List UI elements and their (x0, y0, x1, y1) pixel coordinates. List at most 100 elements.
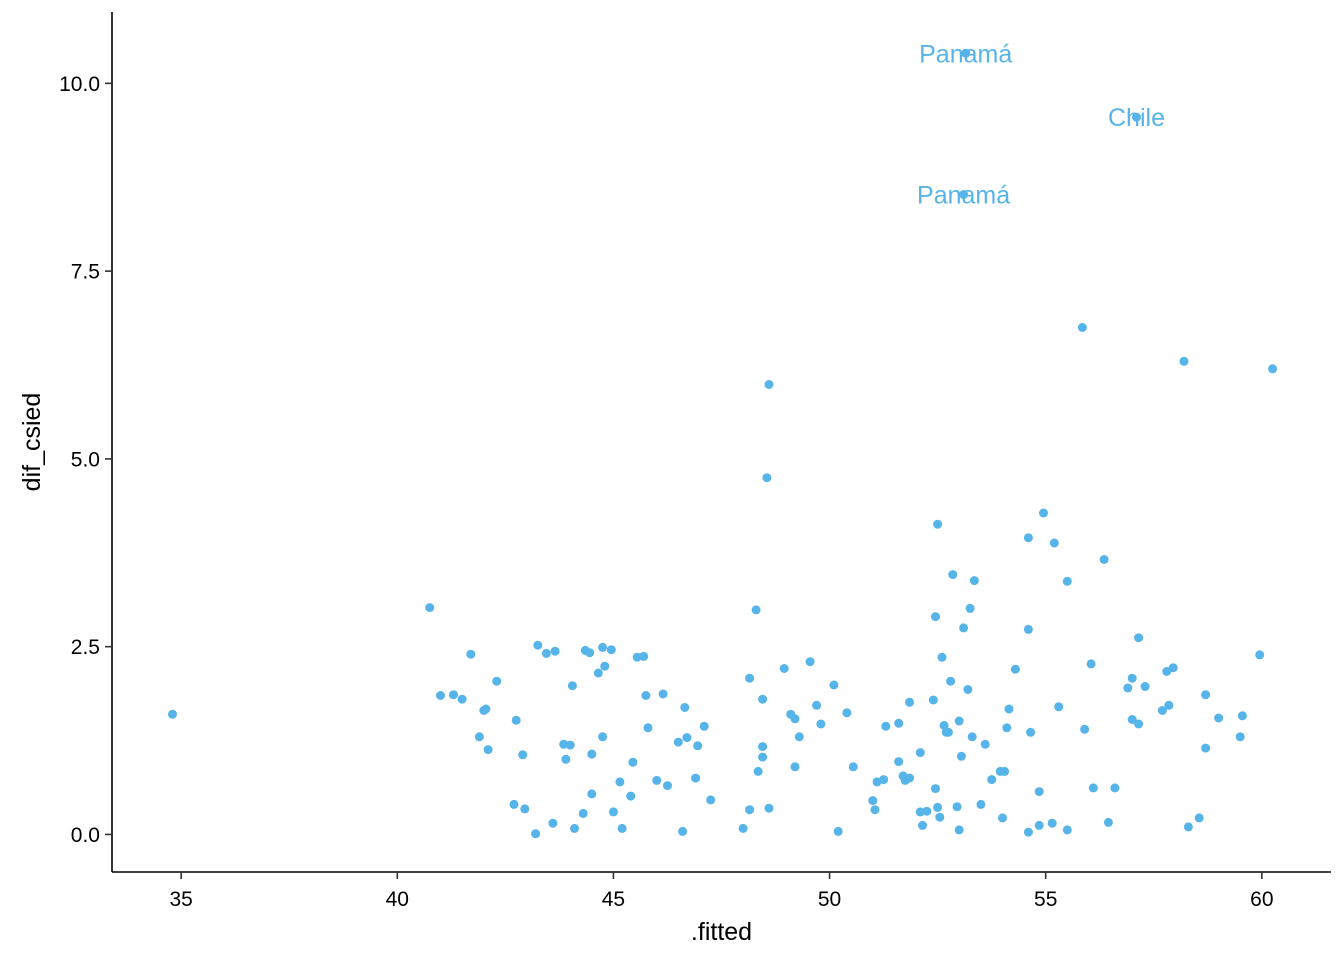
data-point (833, 826, 843, 836)
data-point (680, 703, 690, 712)
data-point (963, 685, 973, 694)
data-point (905, 773, 914, 783)
data-point (998, 813, 1007, 823)
data-point (481, 704, 491, 714)
data-point (1047, 818, 1057, 828)
x-tick-label: 60 (1250, 888, 1273, 911)
data-point (812, 700, 822, 710)
data-point (1127, 715, 1137, 724)
point-label: Chile (1108, 104, 1165, 132)
data-point (1132, 112, 1141, 122)
data-point (1062, 576, 1072, 586)
data-point (561, 754, 571, 764)
data-point (565, 740, 575, 750)
data-point (483, 745, 493, 755)
x-tick-label: 50 (818, 888, 841, 911)
x-tick-label: 45 (602, 888, 625, 911)
data-point (1004, 704, 1014, 714)
data-point (915, 748, 925, 758)
data-point (805, 657, 815, 667)
data-point (1162, 667, 1172, 676)
data-point (933, 802, 943, 812)
y-tick-label: 5.0 (71, 448, 100, 471)
data-point (474, 732, 484, 742)
data-point (652, 775, 662, 785)
data-point (691, 773, 701, 783)
data-point (1214, 713, 1224, 723)
x-tick-label: 40 (386, 888, 409, 911)
data-point (550, 646, 560, 656)
data-point (794, 732, 804, 742)
data-point (943, 727, 953, 737)
data-point (928, 695, 938, 705)
data-point (1080, 724, 1090, 734)
data-point (641, 691, 651, 700)
data-point (933, 519, 943, 529)
data-point (1062, 825, 1072, 835)
data-point (548, 818, 558, 828)
data-point (1127, 673, 1137, 683)
data-point (1168, 663, 1178, 673)
y-tick-label: 0.0 (71, 824, 100, 847)
data-point (626, 791, 636, 801)
data-point (449, 690, 458, 700)
data-point (881, 721, 891, 731)
y-axis-title: dif_csied (18, 393, 46, 492)
data-point (1164, 700, 1174, 710)
data-point (922, 806, 932, 816)
data-point (745, 805, 755, 815)
data-point (606, 645, 616, 655)
data-point (758, 742, 768, 752)
data-point (587, 789, 597, 799)
point-label-layer: Panamá Chile Panamá (917, 40, 1165, 209)
data-point (1002, 723, 1012, 733)
data-point (816, 719, 826, 729)
data-point (764, 380, 774, 389)
data-point (457, 694, 467, 704)
data-point (961, 48, 971, 58)
data-point (1088, 783, 1098, 793)
data-point (693, 741, 703, 751)
data-point (1134, 633, 1144, 643)
data-point (959, 623, 969, 633)
data-point (879, 775, 889, 785)
data-point (1179, 356, 1189, 366)
data-point (954, 825, 964, 835)
data-point (1201, 743, 1211, 753)
axes: 35 40 45 50 55 60 0.0 2.5 5.0 7.5 10.0 (59, 12, 1331, 911)
data-point (658, 689, 668, 699)
data-point (758, 694, 768, 704)
data-point (1034, 820, 1044, 830)
data-point (585, 648, 595, 658)
data-point (570, 823, 579, 833)
data-point (894, 757, 904, 767)
y-tick-label: 2.5 (71, 636, 100, 659)
data-point (587, 749, 597, 759)
data-point (1255, 650, 1265, 660)
data-point (1140, 682, 1150, 691)
data-point (1026, 727, 1036, 737)
data-point (425, 603, 435, 613)
data-point (1023, 533, 1033, 543)
data-point (1194, 813, 1204, 823)
data-point (673, 737, 683, 747)
data-point (578, 808, 588, 818)
data-point (492, 676, 502, 686)
data-point (848, 762, 858, 772)
data-point (976, 799, 986, 809)
data-point (967, 732, 977, 742)
data-point (842, 708, 852, 718)
data-point (1201, 690, 1211, 700)
data-point (745, 673, 755, 683)
data-point (593, 668, 603, 678)
data-point (1237, 711, 1247, 721)
y-tick-label: 10.0 (59, 73, 100, 96)
data-point (931, 784, 940, 794)
data-point (954, 716, 964, 726)
x-tick-label: 35 (169, 888, 192, 911)
data-point (965, 603, 975, 613)
data-point (1054, 702, 1064, 712)
data-point (1039, 508, 1048, 518)
data-point (948, 570, 958, 580)
